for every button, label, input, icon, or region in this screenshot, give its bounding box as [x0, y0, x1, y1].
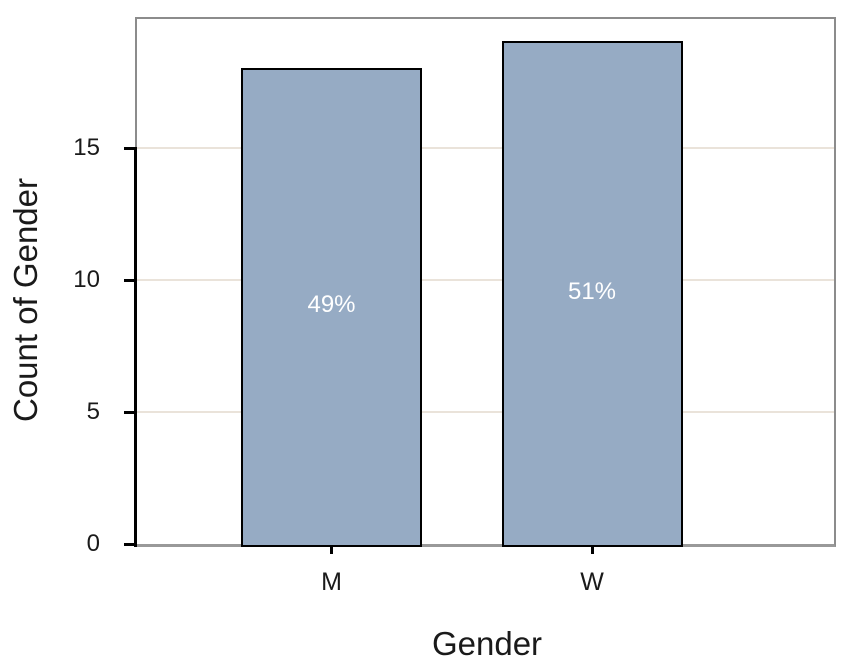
y-tick	[124, 278, 136, 282]
y-tick-label: 10	[73, 266, 100, 293]
x-tick	[330, 545, 333, 554]
y-tick-label: 0	[86, 530, 100, 557]
gridline	[137, 279, 834, 281]
x-tick-label: M	[321, 568, 342, 596]
gridline	[137, 411, 834, 413]
x-tick-label: W	[580, 568, 604, 596]
y-tick	[124, 146, 136, 150]
y-tick	[124, 542, 136, 546]
bar-w	[501, 41, 683, 547]
bar-value-label: 51%	[567, 278, 617, 306]
y-tick-label: 5	[86, 398, 100, 425]
x-axis-title: Gender	[431, 625, 543, 662]
y-axis-line	[134, 146, 137, 547]
x-tick	[590, 545, 594, 554]
bar-m	[241, 67, 422, 547]
y-axis-title: Count of Gender	[7, 178, 44, 422]
bar-value-label: 49%	[307, 291, 356, 319]
y-tick-label: 15	[73, 134, 100, 161]
gridline	[137, 147, 834, 149]
y-tick	[124, 410, 136, 414]
